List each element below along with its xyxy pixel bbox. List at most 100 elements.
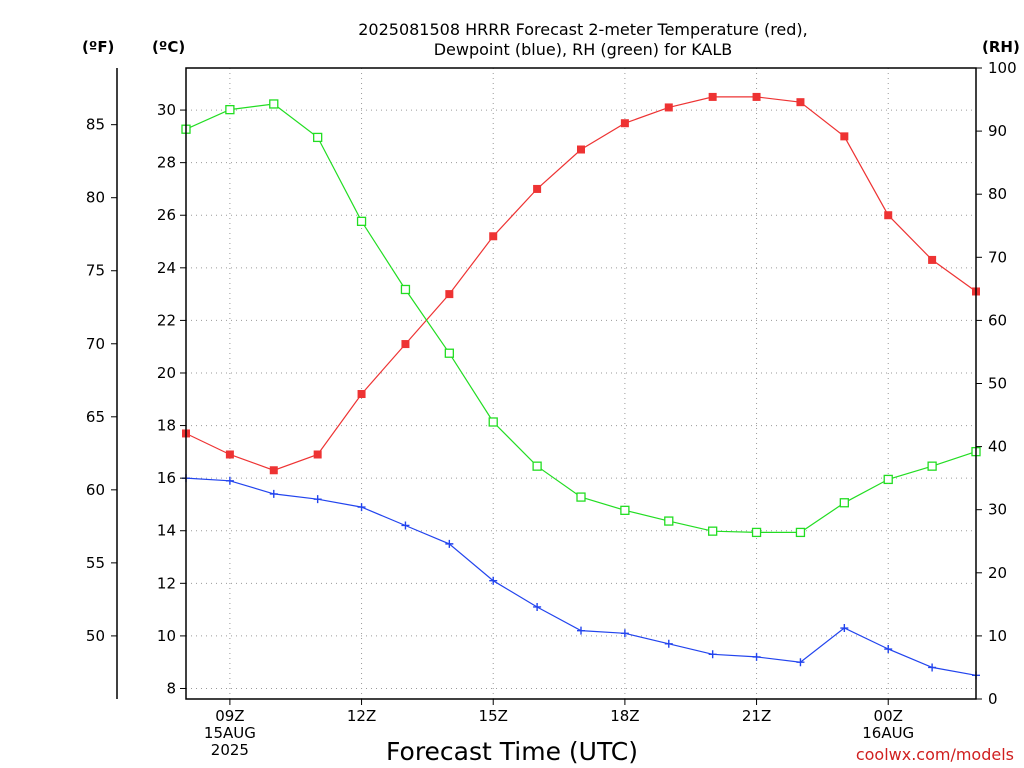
dewpoint-point (884, 645, 893, 654)
2-meter-temperature-point (225, 450, 234, 459)
rh-point (839, 498, 849, 508)
2-meter-temperature-point (445, 290, 454, 299)
rh-point (883, 474, 893, 485)
celsius-tick-label: 18 (157, 417, 176, 435)
dewpoint-point (489, 576, 498, 585)
x-tick-label: 09Z (215, 707, 244, 725)
fahrenheit-tick-label: 75 (86, 262, 105, 280)
dewpoint-point (928, 663, 937, 672)
rh-tick-label: 80 (988, 185, 1007, 203)
dewpoint-line (185, 477, 977, 676)
rh-point (225, 104, 235, 115)
x-axis-label: Forecast Time (UTC) (386, 737, 638, 766)
dewpoint-point (664, 639, 673, 648)
credit-text: coolwx.com/models (856, 745, 1014, 764)
dewpoint-series (182, 474, 980, 680)
celsius-tick-label: 20 (157, 364, 176, 382)
celsius-tick-label: 12 (157, 574, 176, 592)
rh-point (576, 492, 586, 502)
celsius-tick-label: 26 (157, 206, 176, 224)
rh-tick-label: 100 (988, 59, 1017, 77)
x-tick-label: 16AUG (862, 724, 914, 742)
dewpoint-point (313, 495, 322, 504)
rh-point (795, 527, 806, 538)
2-meter-temperature-point (840, 132, 849, 141)
rh-point (356, 216, 367, 226)
2-meter-temperature-point (533, 184, 542, 193)
dewpoint-point (840, 624, 849, 633)
fahrenheit-tick-label: 60 (86, 481, 105, 499)
2-meter-temperature-point (489, 232, 498, 241)
celsius-tick-label: 14 (157, 522, 176, 540)
grid-layer (186, 68, 976, 699)
rh-point (664, 516, 674, 526)
celsius-tick-label: 8 (166, 679, 176, 697)
2-meter-temperature-point (664, 103, 673, 112)
rh-tick-label: 20 (988, 564, 1007, 582)
x-tick-label: 15Z (479, 707, 508, 725)
rh-point (400, 284, 411, 295)
rh-tick-label: 70 (988, 248, 1007, 266)
fahrenheit-tick-label: 55 (86, 554, 105, 572)
2-meter-temperature-point (269, 466, 278, 475)
celsius-tick-label: 22 (157, 311, 176, 329)
celsius-tick-label: 30 (157, 101, 176, 119)
rh-tick-label: 60 (988, 311, 1007, 329)
dewpoint-point (577, 626, 585, 635)
series-layer (181, 92, 981, 680)
rh-tick-label: 40 (988, 438, 1007, 456)
celsius-tick-label: 10 (157, 627, 176, 645)
2-meter-temperature-point (577, 145, 585, 154)
rh-tick-label: 0 (988, 690, 998, 708)
fahrenheit-tick-label: 85 (86, 116, 105, 134)
2-meter-temperature-point (708, 92, 717, 101)
2-meter-temperature-point (357, 390, 366, 399)
fahrenheit-tick-label: 50 (86, 627, 105, 645)
rh-point (708, 526, 718, 536)
2-meter-temperature-point (313, 450, 322, 459)
x-tick-label: 21Z (742, 707, 771, 725)
rh-tick-label: 50 (988, 375, 1007, 393)
celsius-tick-label: 24 (157, 259, 176, 277)
celsius-tick-label: 28 (157, 154, 176, 172)
rh-point (269, 99, 279, 109)
celsius-tick-label: 16 (157, 469, 176, 487)
rh-tick-label: 10 (988, 627, 1007, 645)
dewpoint-point (401, 521, 410, 530)
dewpoint-point (445, 539, 454, 548)
rh-line (185, 103, 977, 534)
rh-tick-label: 30 (988, 501, 1007, 519)
dewpoint-point (269, 489, 278, 498)
2-meter-temperature-series (182, 92, 980, 475)
dewpoint-point (620, 629, 629, 638)
x-tick-label: 15AUG (204, 724, 256, 742)
x-tick-label: 18Z (610, 707, 639, 725)
x-tick-label: 12Z (347, 707, 376, 725)
2-meter-temperature-point (796, 98, 805, 107)
x-tick-label: 2025 (211, 741, 249, 759)
dewpoint-point (533, 602, 542, 611)
dewpoint-point (708, 650, 717, 659)
2-meter-temperature-point (752, 92, 761, 101)
rh-point (313, 132, 323, 143)
fahrenheit-tick-label: 70 (86, 335, 105, 353)
chart-title-line-2: Dewpoint (blue), RH (green) for KALB (434, 40, 733, 59)
2-meter-temperature-point (401, 340, 410, 349)
celsius-unit-label: (ºC) (152, 38, 185, 56)
rh-unit-label: (RH) (982, 38, 1020, 56)
fahrenheit-tick-label: 80 (86, 189, 105, 207)
rh-point (444, 348, 454, 358)
2-meter-temperature-point (884, 211, 893, 220)
dewpoint-point (225, 476, 234, 485)
chart-title-line-1: 2025081508 HRRR Forecast 2-meter Tempera… (358, 20, 808, 39)
x-tick-label: 00Z (874, 707, 903, 725)
rh-point (488, 417, 498, 427)
dewpoint-point (357, 503, 366, 512)
fahrenheit-unit-label: (ºF) (82, 38, 114, 56)
rh-point (532, 461, 542, 471)
fahrenheit-tick-label: 65 (86, 408, 105, 426)
2-meter-temperature-point (928, 255, 937, 264)
dewpoint-point (752, 652, 761, 661)
